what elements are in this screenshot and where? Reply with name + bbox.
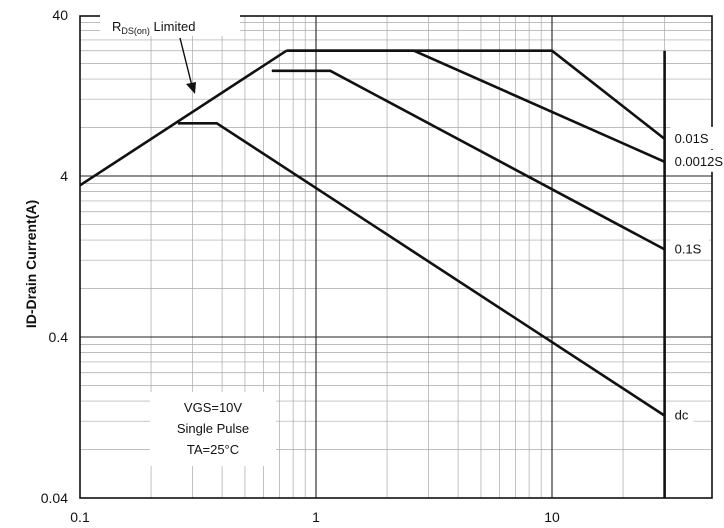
curve-label-bg	[670, 237, 710, 260]
x-tick-labels: 0.1 1 10	[70, 509, 560, 525]
curve-label-0-1s: 0.1S	[675, 241, 702, 256]
series-line-0-01s	[286, 49, 666, 140]
y-tick-label: 4	[60, 168, 68, 184]
series-line-0-0012s	[286, 49, 666, 163]
series-layer	[79, 49, 666, 498]
x-tick-label: 10	[544, 509, 560, 525]
curve-label-bg	[670, 149, 724, 172]
rds-arrow-head	[186, 82, 196, 94]
grid-minor	[80, 16, 712, 498]
x-tick-label: 0.1	[70, 509, 90, 525]
grid-major	[80, 16, 712, 498]
curve-label-0-0012s: 0.0012S	[675, 154, 724, 169]
plot-frame	[79, 15, 713, 499]
y-tick-labels: 0.04 0.4 4 40	[41, 7, 68, 506]
series-line-dc	[177, 122, 666, 417]
y-axis-label: ID-Drain Current(A)	[23, 200, 39, 328]
cond-pulse: Single Pulse	[177, 421, 249, 436]
x-tick-label: 1	[312, 509, 320, 525]
curve-label-dc: dc	[675, 408, 689, 423]
conditions-box: VGS=10V Single Pulse TA=25°C	[150, 392, 276, 466]
curve-label-0-01s: 0.01S	[675, 131, 709, 146]
curve-label-bg	[670, 403, 694, 426]
rds-limit-line	[79, 49, 288, 187]
rds-arrow-line	[179, 37, 193, 87]
curve-labels: 0.0012S 0.01S 0.1S dc	[670, 126, 724, 426]
rds-limit-annotation: RDS(on) Limited	[100, 14, 240, 94]
y-tick-label: 0.4	[49, 329, 69, 345]
rds-limit-label: RDS(on) Limited	[112, 19, 195, 36]
y-tick-label: 0.04	[41, 490, 68, 506]
series-line-0-1s	[271, 69, 666, 251]
y-tick-label: 40	[52, 7, 68, 23]
cond-temp: TA=25°C	[187, 442, 239, 457]
cond-vgs: VGS=10V	[184, 400, 243, 415]
curve-label-bg	[670, 126, 717, 149]
